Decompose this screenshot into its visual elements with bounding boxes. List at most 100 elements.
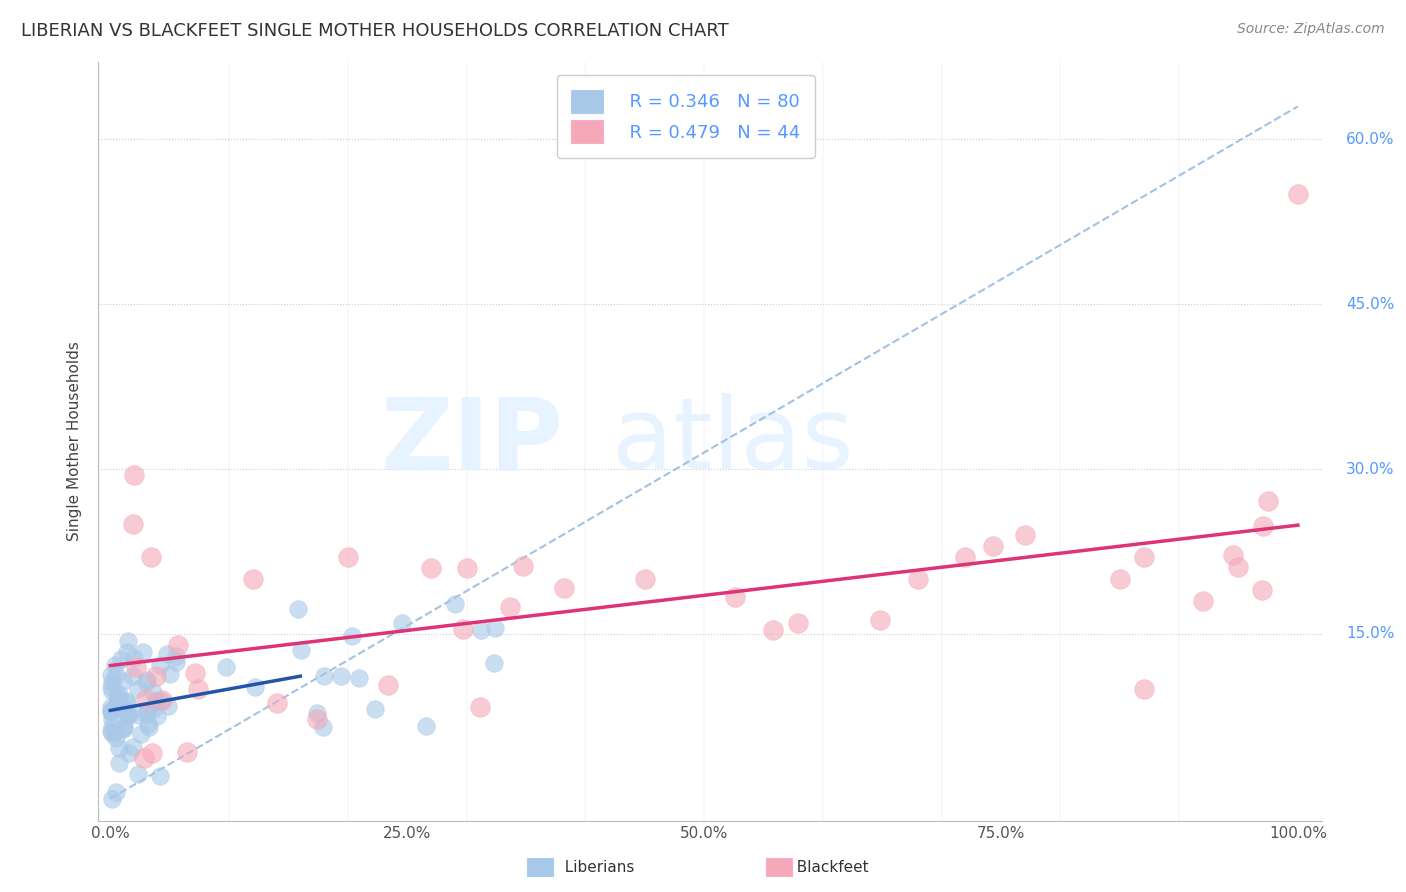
Point: [470, 700, 492, 714]
Point: [135, 675, 157, 690]
Point: [955, 549, 977, 564]
Point: [150, 694, 173, 708]
Point: [981, 539, 1004, 553]
Point: [100, 699, 122, 714]
Point: [138, 720, 160, 734]
Point: [290, 642, 312, 657]
Point: [287, 602, 309, 616]
Point: [145, 669, 167, 683]
Point: [136, 704, 159, 718]
Point: [142, 701, 165, 715]
Point: [149, 657, 172, 672]
Text: 45.0%: 45.0%: [1346, 297, 1395, 311]
Point: [132, 751, 155, 765]
Point: [105, 688, 128, 702]
Text: Source: ZipAtlas.com: Source: ZipAtlas.com: [1237, 22, 1385, 37]
Point: [1253, 518, 1275, 533]
Point: [329, 669, 352, 683]
Point: [184, 665, 207, 680]
Point: [100, 667, 122, 681]
Point: [101, 684, 124, 698]
Point: [104, 725, 127, 739]
Point: [364, 702, 387, 716]
Point: [187, 681, 209, 696]
Point: [1108, 572, 1130, 586]
Point: [1132, 549, 1154, 564]
Point: [420, 561, 443, 575]
Point: [111, 722, 134, 736]
Point: [1192, 594, 1215, 608]
Point: [103, 700, 125, 714]
Point: [159, 667, 181, 681]
Point: [122, 467, 145, 482]
Point: [135, 706, 157, 721]
Point: [482, 656, 505, 670]
Text: 30.0%: 30.0%: [1346, 461, 1395, 476]
Point: [127, 707, 149, 722]
Text: atlas: atlas: [612, 393, 853, 490]
Point: [112, 721, 135, 735]
Point: [553, 582, 575, 596]
Point: [132, 645, 155, 659]
Point: [101, 712, 124, 726]
Point: [107, 687, 129, 701]
Point: [484, 622, 506, 636]
Point: [105, 731, 128, 745]
Point: [101, 675, 124, 690]
Point: [724, 590, 747, 604]
Point: [107, 691, 129, 706]
Text: Blackfeet: Blackfeet: [787, 860, 869, 874]
Point: [117, 746, 139, 760]
Point: [1226, 560, 1249, 574]
Point: [100, 704, 122, 718]
Text: Liberians: Liberians: [555, 860, 634, 874]
Point: [114, 694, 136, 708]
Point: [136, 717, 159, 731]
Point: [155, 647, 177, 661]
Point: [1257, 494, 1279, 508]
Point: [456, 561, 478, 575]
Point: [634, 572, 657, 586]
Text: ZIP: ZIP: [381, 393, 564, 490]
Point: [347, 671, 370, 685]
Point: [145, 709, 167, 723]
Point: [336, 549, 359, 564]
Point: [391, 615, 413, 630]
Point: [1132, 681, 1154, 696]
Point: [907, 572, 929, 586]
Point: [242, 572, 264, 586]
Point: [129, 727, 152, 741]
Point: [127, 682, 149, 697]
Point: [1286, 187, 1309, 202]
Point: [117, 708, 139, 723]
Point: [139, 549, 162, 564]
Point: [451, 622, 474, 636]
Point: [122, 739, 145, 754]
Point: [307, 712, 329, 726]
Point: [377, 677, 399, 691]
Text: 60.0%: 60.0%: [1346, 132, 1395, 147]
Point: [101, 791, 124, 805]
Point: [125, 660, 148, 674]
Point: [1251, 582, 1274, 597]
Point: [104, 668, 127, 682]
Point: [107, 756, 129, 771]
Text: 15.0%: 15.0%: [1346, 626, 1395, 641]
Point: [145, 694, 167, 708]
Point: [787, 615, 810, 630]
Point: [112, 719, 135, 733]
Point: [107, 740, 129, 755]
Point: [127, 767, 149, 781]
Point: [101, 720, 124, 734]
Point: [512, 558, 534, 573]
Point: [135, 691, 157, 706]
Point: [157, 699, 180, 714]
Point: [149, 768, 172, 782]
Point: [100, 706, 122, 720]
Point: [215, 660, 238, 674]
Point: [115, 695, 138, 709]
Point: [443, 597, 465, 611]
Text: LIBERIAN VS BLACKFEET SINGLE MOTHER HOUSEHOLDS CORRELATION CHART: LIBERIAN VS BLACKFEET SINGLE MOTHER HOUS…: [21, 22, 728, 40]
Point: [176, 745, 198, 759]
Point: [245, 680, 267, 694]
